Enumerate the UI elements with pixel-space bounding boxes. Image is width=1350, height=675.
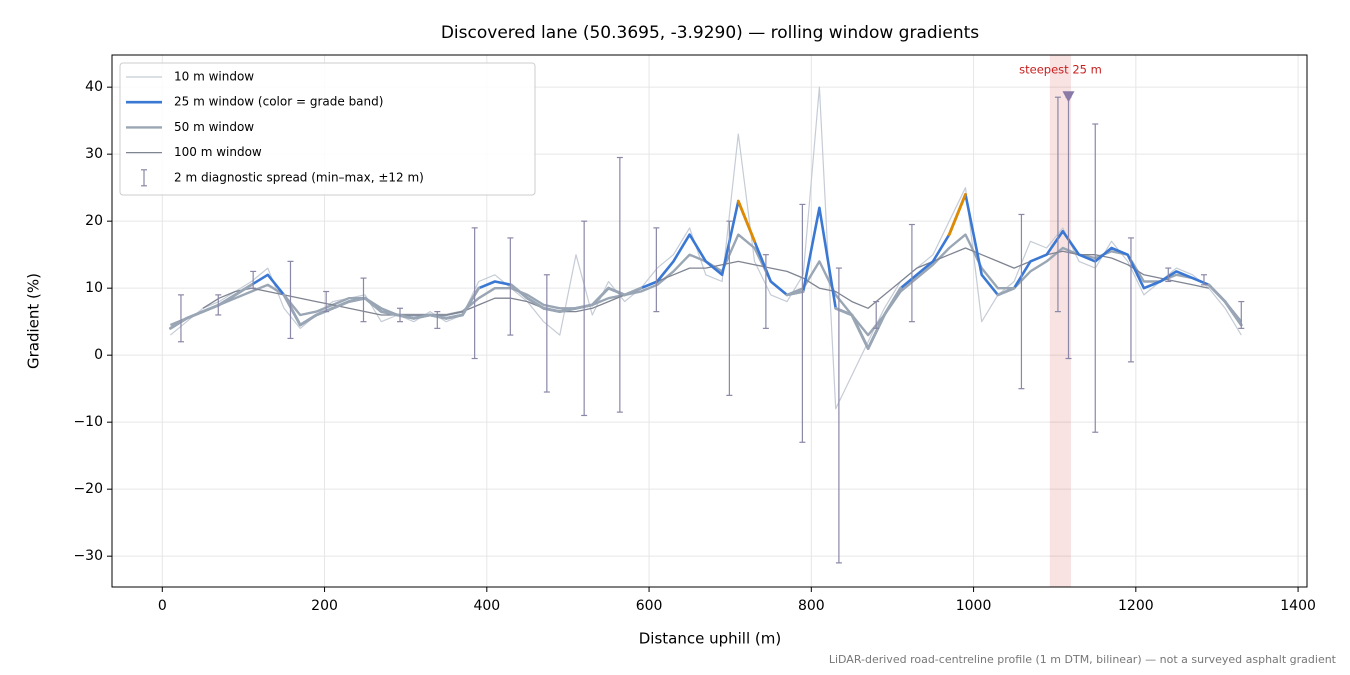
- error-bar: [1200, 274, 1207, 286]
- grade-band-segment: [379, 310, 399, 317]
- error-bar: [543, 274, 550, 393]
- error-bar: [799, 203, 806, 443]
- x-tick-label: 1400: [1280, 598, 1316, 614]
- grade-band-segment: [558, 306, 578, 314]
- grade-band-segment: [169, 316, 189, 330]
- chart-title: Discovered lane (50.3695, -3.9290) — rol…: [441, 23, 979, 43]
- legend-label: 50 m window: [174, 120, 254, 134]
- error-bar: [726, 220, 733, 396]
- error-bar: [1127, 237, 1134, 363]
- error-bar: [581, 220, 588, 417]
- error-bar: [1165, 267, 1172, 283]
- x-axis-label: Distance uphill (m): [639, 630, 781, 648]
- grade-band-segment: [282, 293, 302, 327]
- grade-band-segment: [1223, 300, 1243, 327]
- error-bar: [835, 267, 842, 564]
- x-tick-label: 1000: [956, 598, 992, 614]
- grade-band-segment: [785, 290, 805, 297]
- steepest-marker: [1062, 91, 1075, 103]
- error-bar: [397, 307, 404, 323]
- grade-band-segment: [882, 286, 902, 317]
- legend-label: 2 m diagnostic spread (min–max, ±12 m): [174, 170, 424, 184]
- y-tick-label: −20: [73, 481, 103, 497]
- grade-band-segment: [866, 313, 886, 350]
- error-bar: [1018, 213, 1025, 390]
- grade-band-segment: [185, 310, 205, 320]
- y-axis-label: Gradient (%): [25, 273, 43, 369]
- error-bar: [323, 290, 330, 313]
- footnote: LiDAR-derived road-centreline profile (1…: [829, 653, 1337, 666]
- steepest-label: steepest 25 m: [1019, 63, 1102, 77]
- grade-band-segment: [201, 303, 221, 314]
- grade-band-segment: [412, 313, 432, 320]
- grade-band-segment: [607, 286, 627, 297]
- grade-band-segment: [623, 286, 643, 297]
- y-tick-label: 0: [94, 347, 103, 363]
- y-tick-label: −30: [73, 548, 103, 564]
- error-bar: [177, 294, 184, 343]
- error-bar: [1238, 300, 1245, 329]
- series-line: [169, 193, 1243, 350]
- y-tick-label: −10: [73, 414, 103, 430]
- grade-band-segment: [233, 283, 253, 297]
- error-bar: [215, 294, 222, 316]
- error-bar: [908, 223, 915, 323]
- y-tick-label: 20: [85, 213, 103, 229]
- grade-band-segment: [428, 313, 448, 320]
- grade-band-segment: [525, 296, 545, 310]
- grade-band-segment: [996, 286, 1016, 297]
- legend-label: 10 m window: [174, 70, 254, 84]
- grade-band-segment: [947, 192, 967, 236]
- grade-band-segment: [850, 313, 870, 350]
- error-bar: [287, 260, 294, 340]
- grade-band-segment: [331, 300, 351, 310]
- grade-band-segment: [347, 296, 367, 303]
- error-bar: [507, 237, 514, 336]
- legend-label: 25 m window (color = grade band): [174, 95, 383, 109]
- error-bar: [616, 156, 623, 413]
- x-tick-label: 200: [311, 598, 338, 614]
- x-tick-label: 800: [798, 598, 825, 614]
- grade-band-segment: [1207, 283, 1227, 303]
- legend-label: 100 m window: [174, 145, 262, 159]
- grade-band-segment: [217, 293, 237, 307]
- grade-band-segment: [509, 283, 529, 300]
- y-tick-label: 40: [85, 79, 103, 95]
- steepest-window: [1049, 55, 1071, 587]
- grade-band-segment: [461, 286, 481, 317]
- x-tick-label: 600: [636, 598, 663, 614]
- error-bar: [653, 227, 660, 313]
- grade-band-segment: [444, 313, 464, 320]
- x-tick-label: 0: [158, 598, 167, 614]
- error-bar: [250, 270, 257, 289]
- error-bar: [434, 311, 441, 329]
- y-tick-label: 30: [85, 146, 103, 162]
- series-line: [169, 233, 1243, 337]
- error-bar: [873, 300, 880, 329]
- error-bar: [471, 227, 478, 360]
- error-bar: [1092, 123, 1099, 433]
- grade-band-segment: [363, 296, 383, 314]
- x-tick-label: 1200: [1118, 598, 1154, 614]
- legend-box: [119, 62, 536, 196]
- error-bar: [1054, 96, 1061, 313]
- grade-band-segment: [590, 286, 610, 307]
- legend: 10 m window 25 m window (color = grade ba…: [119, 62, 536, 196]
- x-tick-label: 400: [473, 598, 500, 614]
- error-bar: [762, 254, 769, 329]
- plot-frame: [111, 54, 1308, 588]
- grade-band-segment: [736, 199, 756, 243]
- y-tick-label: 10: [85, 280, 103, 296]
- error-bar: [360, 277, 367, 323]
- grade-band-segment: [298, 313, 318, 327]
